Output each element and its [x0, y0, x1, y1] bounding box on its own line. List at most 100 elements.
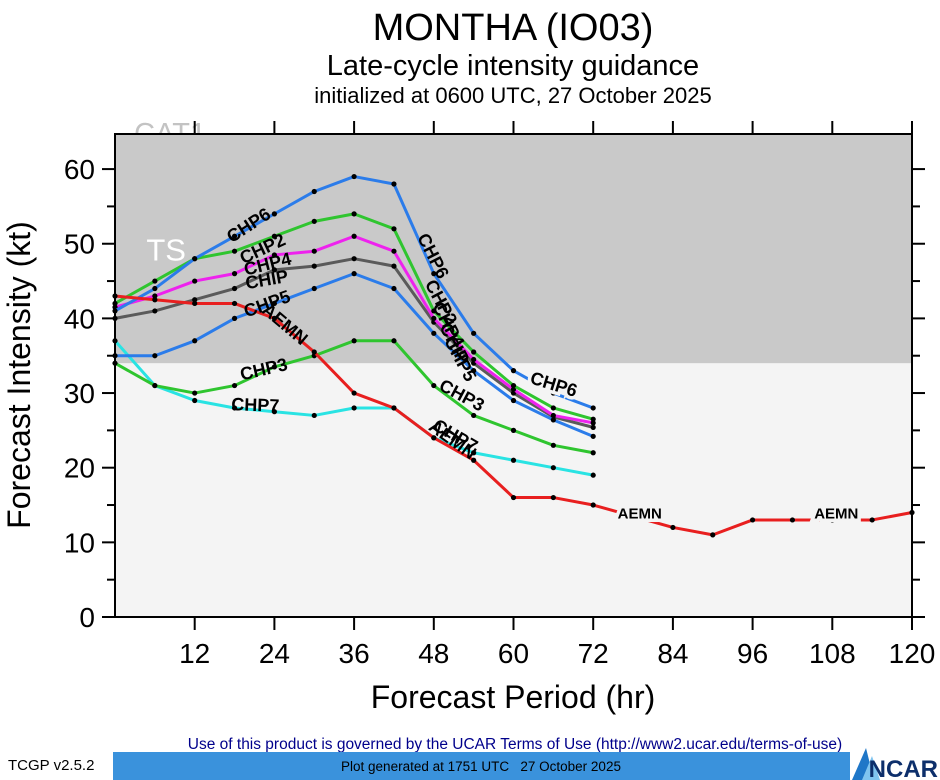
- data-point: [391, 405, 397, 411]
- ncar-logo-text: NCAR: [869, 756, 938, 780]
- data-point: [510, 368, 517, 374]
- data-point: [391, 263, 397, 269]
- data-point: [550, 465, 556, 471]
- x-tick-label: 84: [657, 638, 688, 669]
- data-point: [550, 417, 556, 423]
- data-point: [471, 356, 477, 363]
- data-point: [271, 300, 277, 307]
- data-point: [271, 233, 277, 239]
- footer-version-text: TCGP v2.5.2: [8, 757, 94, 774]
- data-point: [431, 315, 437, 321]
- data-point: [391, 226, 397, 232]
- data-point: [789, 517, 796, 523]
- data-point: [231, 270, 238, 277]
- data-point: [351, 270, 357, 277]
- footer-terms-text: Use of this product is governed by the U…: [188, 736, 842, 753]
- y-tick-label: 20: [64, 453, 95, 484]
- data-point: [510, 457, 517, 463]
- data-point: [271, 252, 277, 258]
- data-point: [311, 349, 317, 355]
- data-point: [271, 211, 277, 217]
- data-point: [431, 270, 437, 277]
- data-point: [391, 285, 397, 292]
- x-tick-label: 120: [889, 638, 936, 669]
- data-point: [311, 218, 317, 224]
- data-point: [869, 517, 875, 523]
- data-point: [231, 233, 238, 239]
- data-point: [231, 382, 238, 389]
- data-point: [152, 353, 158, 359]
- data-point: [391, 248, 397, 254]
- data-point: [351, 405, 357, 411]
- data-point: [192, 390, 198, 396]
- data-point: [590, 424, 596, 430]
- data-point: [590, 420, 596, 426]
- data-point: [510, 397, 517, 404]
- generated-bar: Plot generated at 1751 UTC 27 October 20…: [113, 752, 850, 780]
- data-point: [311, 412, 317, 419]
- x-tick-label: 60: [498, 638, 529, 669]
- x-axis-title: Forecast Period (hr): [371, 679, 656, 715]
- data-point: [590, 472, 596, 478]
- data-point: [550, 412, 556, 419]
- y-axis-title: Forecast Intensity (kt): [1, 221, 37, 529]
- y-tick-label: 10: [64, 527, 95, 558]
- ncar-logo-swoosh-light: [862, 756, 880, 780]
- y-tick-label: 40: [64, 303, 95, 334]
- data-point: [351, 233, 357, 239]
- band-below-ts: [115, 363, 912, 617]
- data-point: [271, 315, 277, 321]
- band-label-ts: TS: [146, 233, 186, 268]
- generated-bar-background: [113, 752, 850, 780]
- data-point: [590, 502, 596, 508]
- data-point: [311, 285, 317, 292]
- band-ts: [115, 134, 912, 364]
- x-tick-label: 72: [578, 638, 609, 669]
- series-label-aemn: AEMN: [618, 505, 662, 522]
- data-point: [311, 248, 317, 254]
- data-point: [192, 338, 198, 344]
- series-label-aemn: AEMN: [814, 505, 858, 522]
- series-chp6: [112, 173, 596, 411]
- data-point: [192, 256, 198, 262]
- data-point: [231, 248, 238, 254]
- series-chp7: [112, 338, 596, 478]
- data-point: [311, 263, 317, 269]
- data-point: [351, 338, 357, 344]
- data-point: [630, 513, 636, 519]
- series-aemn: [112, 293, 915, 538]
- x-tick-label: 108: [809, 638, 856, 669]
- series-label-chp7: CHP7: [231, 394, 280, 416]
- data-point: [351, 256, 357, 262]
- plot-area: CAT1TSCHP6CHP2CHP4CHIPCHP5AEMNCHP3CHP7CH…: [64, 118, 936, 669]
- data-point: [351, 211, 357, 217]
- data-point: [192, 297, 198, 303]
- data-point: [471, 450, 477, 456]
- data-point: [192, 278, 198, 284]
- data-point: [351, 390, 357, 396]
- x-tick-label: 12: [179, 638, 210, 669]
- data-point: [271, 364, 277, 370]
- data-point: [471, 412, 477, 419]
- page-title: MONTHA (IO03): [373, 7, 654, 49]
- data-point: [710, 532, 716, 538]
- y-tick-label: 0: [79, 602, 95, 633]
- y-tick-label: 50: [64, 229, 95, 260]
- data-point: [590, 450, 596, 456]
- data-point: [271, 267, 277, 273]
- data-point: [550, 442, 556, 448]
- data-point: [351, 173, 357, 180]
- data-point: [829, 517, 835, 523]
- chart-subtitle: Late-cycle intensity guidance: [327, 50, 699, 82]
- series-chp4: [112, 233, 596, 426]
- y-tick-label: 60: [64, 154, 95, 185]
- data-point: [231, 315, 238, 321]
- x-tick-label: 24: [259, 638, 290, 669]
- data-point: [510, 494, 517, 501]
- data-point: [152, 382, 158, 389]
- data-point: [231, 285, 238, 292]
- data-point: [590, 433, 596, 439]
- data-point: [152, 293, 158, 299]
